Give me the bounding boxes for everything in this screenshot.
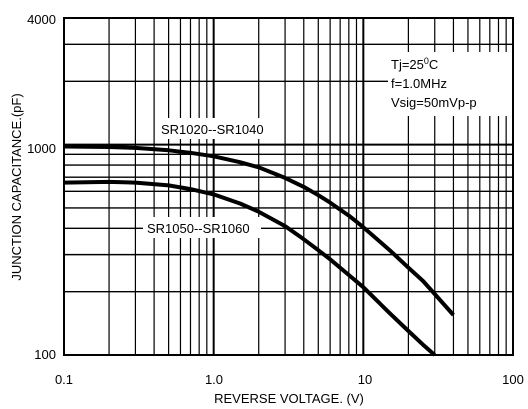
series-label-background — [157, 118, 275, 139]
y-axis-title: JUNCTION CAPACITANCE.(pF) — [9, 93, 24, 280]
x-tick-label: 0.1 — [55, 372, 73, 387]
series-line-1 — [63, 179, 437, 357]
minor-grid — [64, 18, 513, 355]
condition-frequency: f=1.0MHz — [391, 76, 447, 91]
x-tick-labels: 0.1 1.0 10 100 — [55, 372, 524, 387]
condition-temperature: Tj=250C — [391, 56, 438, 72]
series-label-sr1050-sr1060: SR1050--SR1060 — [147, 221, 250, 236]
y-tick-label: 4000 — [27, 12, 56, 27]
condition-signal: Vsig=50mVp-p — [391, 95, 477, 110]
y-tick-label: 1000 — [27, 141, 56, 156]
series-label-sr1020-sr1040: SR1020--SR1040 — [161, 122, 264, 137]
y-tick-labels: 100 1000 4000 — [27, 12, 56, 362]
major-grid — [64, 18, 513, 355]
x-tick-label: 100 — [502, 372, 524, 387]
x-tick-label: 1.0 — [205, 372, 223, 387]
plot-frame — [63, 17, 514, 356]
x-axis-title: REVERSE VOLTAGE. (V) — [214, 391, 364, 406]
y-tick-label: 100 — [34, 347, 56, 362]
series-label-background — [143, 217, 261, 238]
series-layer — [63, 144, 455, 357]
series-line-0 — [63, 144, 455, 317]
conditions-box-background — [388, 52, 512, 116]
x-tick-label: 10 — [358, 372, 372, 387]
